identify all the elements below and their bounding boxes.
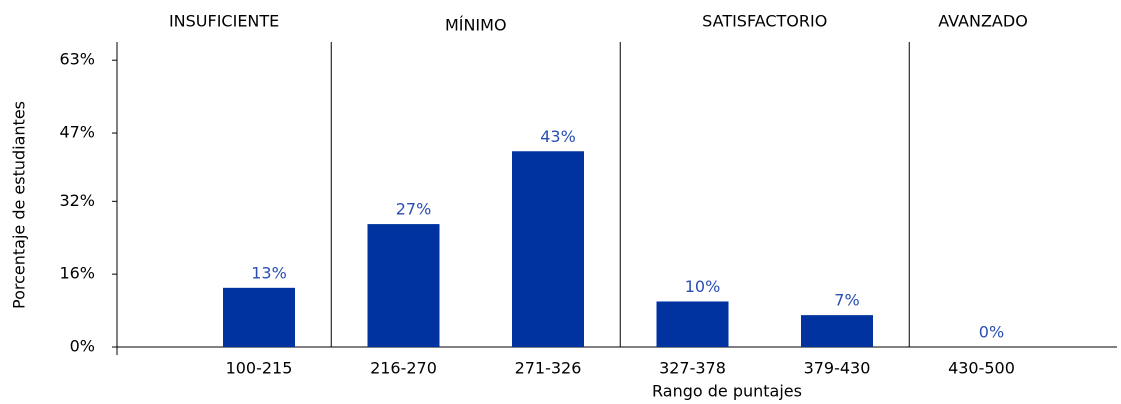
value-label: 43% <box>540 127 576 146</box>
bar <box>223 287 295 347</box>
y-axis-title: Porcentaje de estudiantes <box>10 101 29 309</box>
x-axis-title: Rango de puntajes <box>652 382 802 401</box>
value-label: 27% <box>396 200 432 219</box>
bar <box>512 151 584 347</box>
section-label: SATISFACTORIO <box>702 12 827 31</box>
bar <box>367 224 440 347</box>
bar <box>801 315 873 347</box>
x-tick-label: 216-270 <box>370 359 437 378</box>
section-label: INSUFICIENTE <box>169 12 279 31</box>
x-tick-label: 379-430 <box>804 359 871 378</box>
value-label: 13% <box>251 263 287 282</box>
value-label: 7% <box>834 291 859 310</box>
x-tick-label: 100-215 <box>226 359 293 378</box>
value-label: 10% <box>685 277 721 296</box>
x-tick-label: 430-500 <box>948 359 1015 378</box>
y-tick-label: 0% <box>70 337 95 356</box>
y-tick-label: 47% <box>59 123 95 142</box>
y-tick-label: 32% <box>59 191 95 210</box>
section-label: AVANZADO <box>938 12 1028 31</box>
y-tick-label: 63% <box>59 50 95 69</box>
x-tick-label: 271-326 <box>515 359 582 378</box>
y-tick-label: 16% <box>59 264 95 283</box>
value-label: 0% <box>979 323 1004 342</box>
bar <box>656 301 729 347</box>
section-label: MÍNIMO <box>445 16 507 35</box>
x-tick-label: 327-378 <box>659 359 726 378</box>
